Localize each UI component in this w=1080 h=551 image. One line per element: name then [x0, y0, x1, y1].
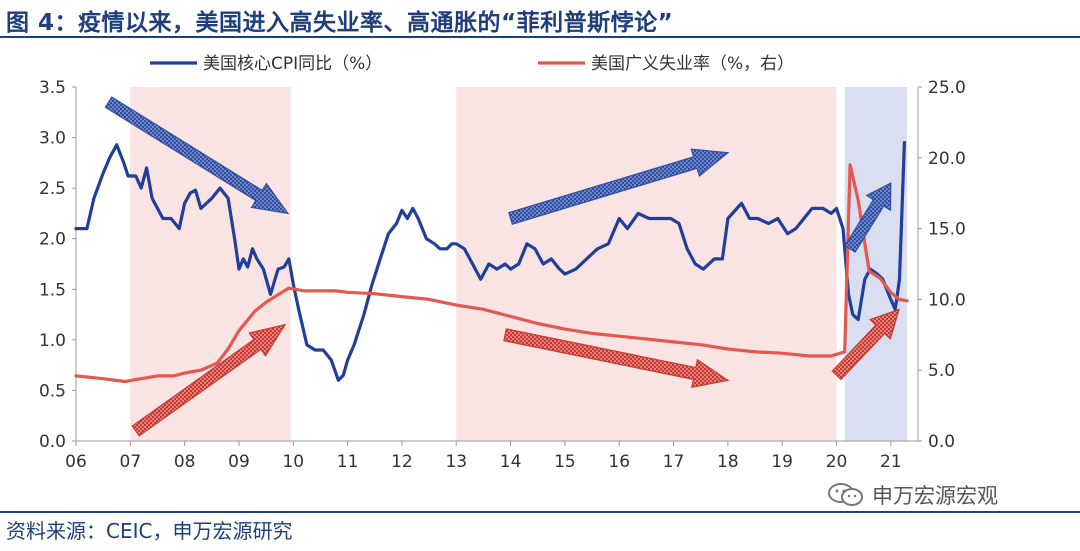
y-right-tick-label: 5.0	[928, 361, 955, 381]
series-line-u6-unemployment	[74, 163, 909, 384]
watermark: 申万宏源宏观	[826, 480, 998, 510]
legend-label-u6: 美国广义失业率（%，右）	[591, 54, 794, 74]
y-left-tick-label: 0.5	[39, 381, 66, 401]
x-tick-label: 11	[337, 452, 359, 472]
y-left-tick-label: 3.0	[39, 129, 66, 149]
annotation-arrow-blue-0	[104, 96, 290, 215]
annotation-arrow-red-4	[503, 328, 730, 388]
x-tick-label: 21	[880, 452, 902, 472]
annotation-arrow-blue-2	[844, 182, 892, 253]
y-left-tick-label: 2.0	[39, 230, 66, 250]
x-tick-label: 15	[554, 452, 576, 472]
x-tick-label: 12	[391, 452, 413, 472]
annotation-arrow-blue-1	[508, 148, 730, 225]
y-left-tick-label: 2.5	[39, 179, 66, 199]
y-left-tick-label: 1.5	[39, 280, 66, 300]
x-tick-label: 10	[282, 452, 304, 472]
x-tick-label: 07	[120, 452, 142, 472]
source-note: 资料来源：CEIC，申万宏源研究	[6, 519, 293, 543]
y-right-tick-label: 10.0	[928, 290, 966, 310]
source-divider	[0, 511, 1080, 513]
y-left-tick-label: 0.0	[39, 432, 66, 452]
title-divider	[0, 36, 1080, 38]
x-tick-label: 13	[445, 452, 467, 472]
legend-label-core-cpi: 美国核心CPI同比（%）	[203, 54, 382, 74]
y-left-tick-label: 3.5	[39, 78, 66, 98]
y-right-tick-label: 20.0	[928, 149, 966, 169]
y-right-tick-label: 25.0	[928, 78, 966, 98]
wechat-icon	[828, 483, 863, 506]
line-chart: 0.0 0.5 1.0 1.5 2.0 2.5 3.0 3.5 0.0 5.0 10.0 15.0 20…	[39, 54, 966, 472]
x-tick-label: 16	[608, 452, 630, 472]
x-tick-label: 14	[500, 452, 522, 472]
x-tick-label: 18	[717, 452, 739, 472]
annotation-arrow-red-5	[831, 308, 900, 381]
x-tick-label: 20	[826, 452, 848, 472]
y-right-tick-label: 15.0	[928, 220, 966, 240]
series-line-core-cpi	[74, 141, 906, 382]
x-tick-label: 08	[174, 452, 196, 472]
y-right-tick-label: 0.0	[928, 432, 955, 452]
shaded-region-1	[456, 87, 837, 441]
y-left-tick-label: 1.0	[39, 331, 66, 351]
x-tick-label: 09	[228, 452, 250, 472]
annotation-arrow-red-3	[131, 323, 287, 437]
x-tick-label: 06	[65, 452, 87, 472]
shaded-region-2	[844, 87, 908, 441]
x-tick-label: 17	[663, 452, 685, 472]
shaded-region-0	[130, 87, 291, 441]
x-tick-label: 19	[771, 452, 793, 472]
watermark-text: 申万宏源宏观	[872, 484, 998, 508]
page-title: 图 4：疫情以来，美国进入高失业率、高通胀的“菲利普斯悖论”	[6, 10, 674, 36]
